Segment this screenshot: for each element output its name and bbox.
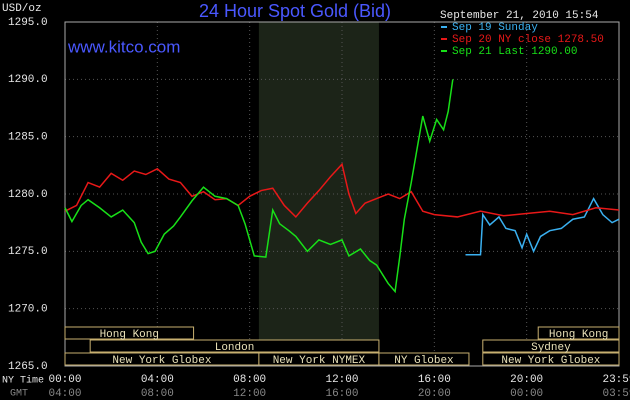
legend-label: Sep 20 NY close 1278.50	[452, 34, 604, 46]
session-box	[64, 326, 195, 340]
x-tick-label: 16:00	[418, 374, 451, 386]
x-tick-label: 20:00	[510, 374, 543, 386]
x2-tick-label: 04:00	[48, 388, 81, 400]
y-tick-label: 1290.0	[8, 74, 48, 86]
session-label: New York Globex	[501, 355, 600, 367]
x2-tick-label: 03:59	[602, 388, 630, 400]
x-tick-label: 12:00	[325, 374, 358, 386]
x2-tick-label: 08:00	[141, 388, 174, 400]
legend-label: Sep 19 Sunday	[452, 22, 538, 34]
x-tick-label: 00:00	[48, 374, 81, 386]
session-label: Sydney	[531, 342, 571, 354]
session-box	[378, 352, 470, 366]
y-axis-label: USD/oz	[2, 3, 42, 15]
x2-tick-label: 00:00	[510, 388, 543, 400]
y-tick-label: 1275.0	[8, 246, 48, 258]
session-label: Hong Kong	[549, 329, 608, 341]
session-box	[482, 352, 620, 366]
session-box	[482, 339, 620, 353]
plot-frame	[64, 21, 620, 367]
y-tick-label: 1280.0	[8, 189, 48, 201]
session-label: Hong Kong	[100, 329, 159, 341]
x-tick-label: 23:59	[602, 374, 630, 386]
timestamp: September 21, 2010 15:54	[440, 10, 599, 22]
y-tick-label: 1270.0	[8, 304, 48, 316]
series-line	[64, 79, 454, 294]
chart-title: 24 Hour Spot Gold (Bid)	[199, 1, 391, 21]
session-label: London	[215, 342, 255, 354]
y-tick-label: 1265.0	[8, 361, 48, 373]
session-label: New York Globex	[112, 355, 211, 367]
session-label: New York NYMEX	[273, 355, 366, 367]
x-tick-label: 04:00	[141, 374, 174, 386]
x2-tick-label: 12:00	[233, 388, 266, 400]
series-line	[465, 197, 620, 256]
shaded-range	[258, 22, 379, 366]
x-axis-label: NY Time	[2, 375, 44, 387]
x2-tick-label: 20:00	[418, 388, 451, 400]
series-line	[64, 162, 620, 219]
watermark: www.kitco.com	[67, 37, 180, 56]
y-tick-label: 1295.0	[8, 17, 48, 29]
session-box	[89, 339, 380, 353]
session-label: NY Globex	[394, 355, 454, 367]
x2-axis-label: GMT	[10, 389, 28, 400]
legend-label: Sep 21 Last 1290.00	[452, 46, 577, 58]
x-tick-label: 08:00	[233, 374, 266, 386]
session-box	[537, 326, 620, 340]
y-tick-label: 1285.0	[8, 132, 48, 144]
x2-tick-label: 16:00	[325, 388, 358, 400]
